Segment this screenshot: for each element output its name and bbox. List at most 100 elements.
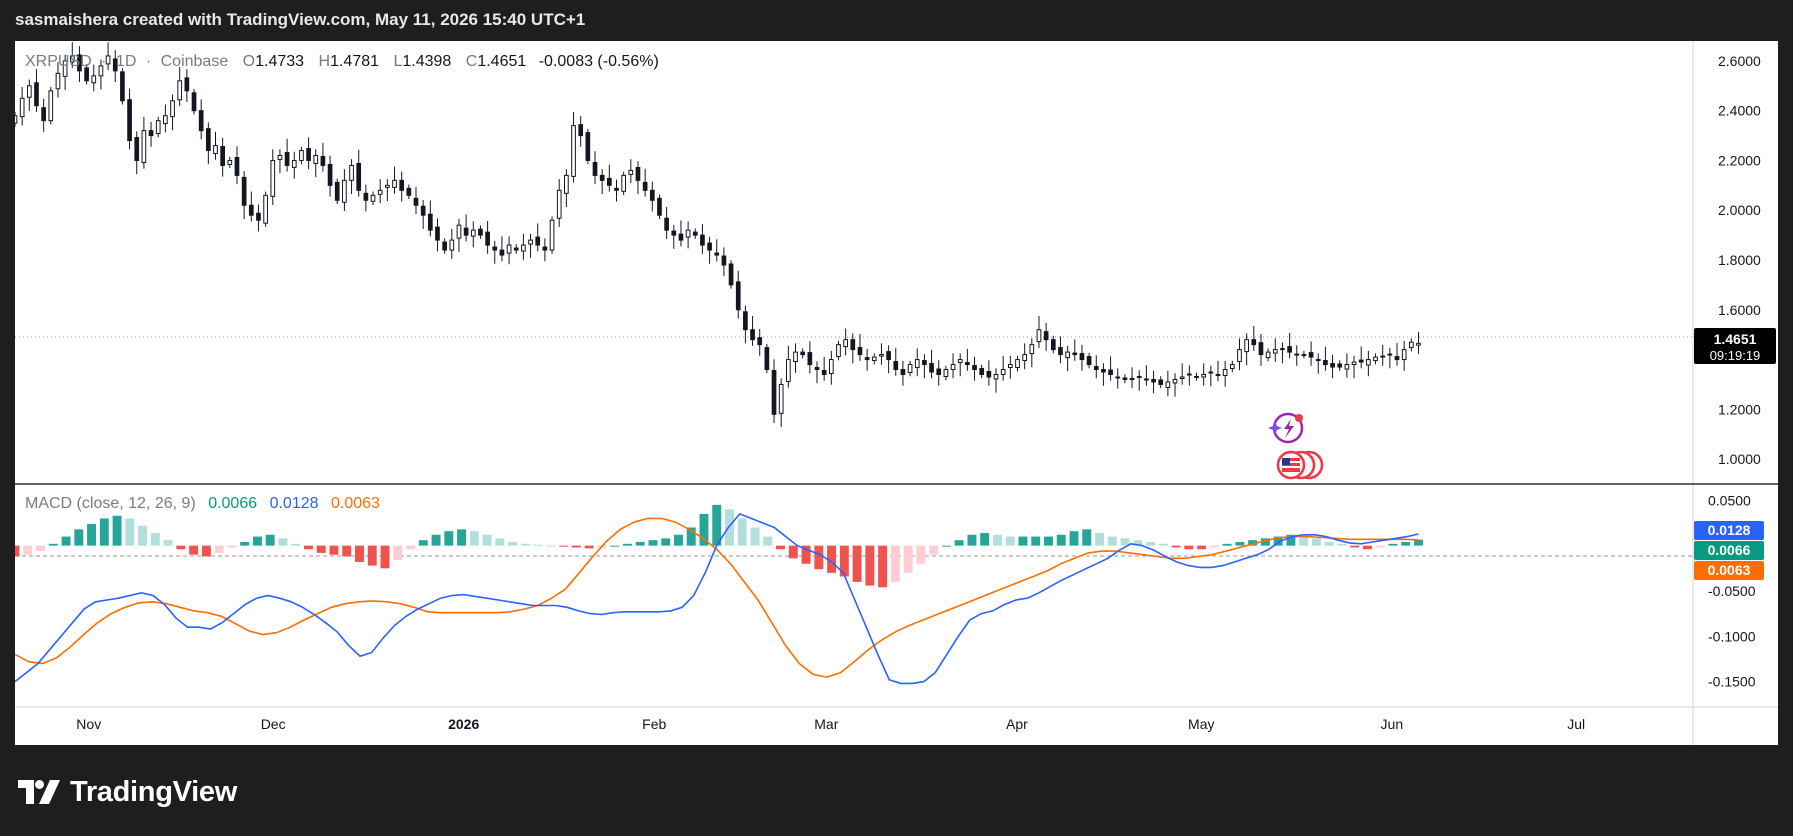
histogram-bar: [252, 536, 262, 546]
candle: [857, 333, 863, 361]
candle: [120, 68, 125, 105]
macd-legend-signal: 0.0063: [331, 495, 380, 512]
histogram-bar: [406, 545, 415, 550]
macd-tick-label: 0.0500: [1708, 492, 1751, 508]
candle: [707, 236, 712, 264]
candle: [886, 345, 891, 374]
legend-close: 1.4651: [477, 53, 526, 70]
legend-change: -0.0083 (-0.56%): [539, 53, 659, 70]
macd-legend-hist: 0.0066: [208, 495, 257, 512]
tradingview-brand[interactable]: TradingView: [18, 772, 237, 812]
candle: [456, 218, 462, 252]
lightning-event-icon[interactable]: [1268, 412, 1304, 444]
candle: [141, 116, 147, 169]
price-tick-label: 2.4000: [1718, 103, 1761, 119]
histogram-bar: [227, 545, 237, 548]
histogram-bar: [903, 545, 913, 573]
candle: [270, 149, 276, 206]
macd-histogram: [10, 504, 1423, 588]
candle: [571, 111, 576, 183]
histogram-bar: [1082, 529, 1092, 546]
ohlc-legend[interactable]: XRPUSD · 1D · Coinbase O1.4733 H1.4781 L…: [25, 53, 659, 70]
candle: [614, 179, 619, 202]
candle: [399, 171, 405, 202]
histogram-bar: [508, 542, 518, 546]
candle: [55, 62, 61, 98]
candle: [62, 54, 68, 91]
histogram-bar: [329, 545, 339, 555]
candle: [1401, 340, 1407, 371]
candle: [1272, 338, 1278, 362]
candle: [821, 356, 827, 381]
us-flag-icon[interactable]: [1276, 450, 1324, 480]
candle: [48, 87, 54, 125]
candle: [327, 155, 333, 197]
histogram-bar: [316, 545, 326, 553]
candle: [728, 260, 734, 289]
candle: [170, 94, 175, 131]
histogram-bar: [163, 540, 173, 546]
candle: [1136, 370, 1142, 391]
histogram-bar: [559, 545, 569, 547]
candle: [499, 236, 505, 262]
chart-frame[interactable]: 2.6000 2.4000 2.2000 2.0000 1.8000 1.6000 1.20…: [10, 41, 1778, 745]
candle: [1129, 367, 1135, 389]
signal-line: [14, 517, 1419, 678]
histogram-bar: [648, 540, 658, 546]
candle: [1351, 355, 1357, 379]
histogram-bar: [1337, 543, 1347, 546]
histogram-bar: [23, 545, 33, 555]
candle: [435, 218, 440, 252]
candle: [1358, 346, 1364, 369]
histogram-bar: [240, 542, 250, 546]
histogram-bar: [737, 518, 747, 546]
candle: [248, 191, 254, 222]
candle: [764, 343, 770, 374]
histogram-bar: [125, 518, 135, 546]
candle: [463, 214, 469, 242]
candle: [19, 87, 25, 126]
candle: [922, 354, 927, 379]
candle: [1144, 365, 1149, 386]
histogram-bar: [635, 542, 645, 546]
time-tick-label: May: [1188, 716, 1214, 732]
candle: [320, 142, 326, 172]
candle: [1337, 360, 1343, 371]
histogram-bar: [776, 545, 786, 550]
last-price-badge: 1.4651 09:19:19: [1694, 328, 1776, 364]
candle: [879, 343, 884, 365]
histogram-bar: [865, 545, 875, 586]
histogram-bar: [74, 529, 84, 546]
histogram-bar: [469, 531, 479, 546]
candle: [41, 98, 46, 132]
candle: [1065, 345, 1070, 372]
legend-interval: 1D: [116, 53, 136, 70]
candle: [299, 146, 304, 165]
macd-legend[interactable]: MACD (close, 12, 26, 9) 0.0066 0.0128 0.…: [25, 495, 380, 512]
histogram-bar: [1171, 545, 1181, 548]
candle: [692, 228, 698, 239]
candle: [334, 178, 340, 205]
candle: [1093, 355, 1099, 379]
candle: [1380, 344, 1386, 366]
histogram-bar: [303, 545, 313, 550]
candle: [907, 360, 913, 377]
candle: [843, 328, 848, 356]
candle: [1258, 333, 1264, 366]
histogram-bar: [1222, 543, 1232, 546]
histogram-bar: [1311, 538, 1321, 546]
histogram-bar: [571, 545, 581, 548]
chart-svg[interactable]: 2.6000 2.4000 2.2000 2.0000 1.8000 1.6000 1.20…: [10, 41, 1778, 745]
histogram-bar: [1133, 540, 1143, 546]
candle: [191, 89, 197, 115]
candle: [1165, 370, 1171, 397]
histogram-bar: [1324, 542, 1334, 546]
candle: [549, 216, 555, 254]
candle: [370, 191, 376, 206]
candle: [685, 221, 691, 249]
candle: [621, 171, 627, 196]
candle: [1416, 332, 1421, 354]
histogram-bar: [661, 538, 671, 546]
candle: [513, 244, 519, 254]
candle: [606, 164, 612, 192]
